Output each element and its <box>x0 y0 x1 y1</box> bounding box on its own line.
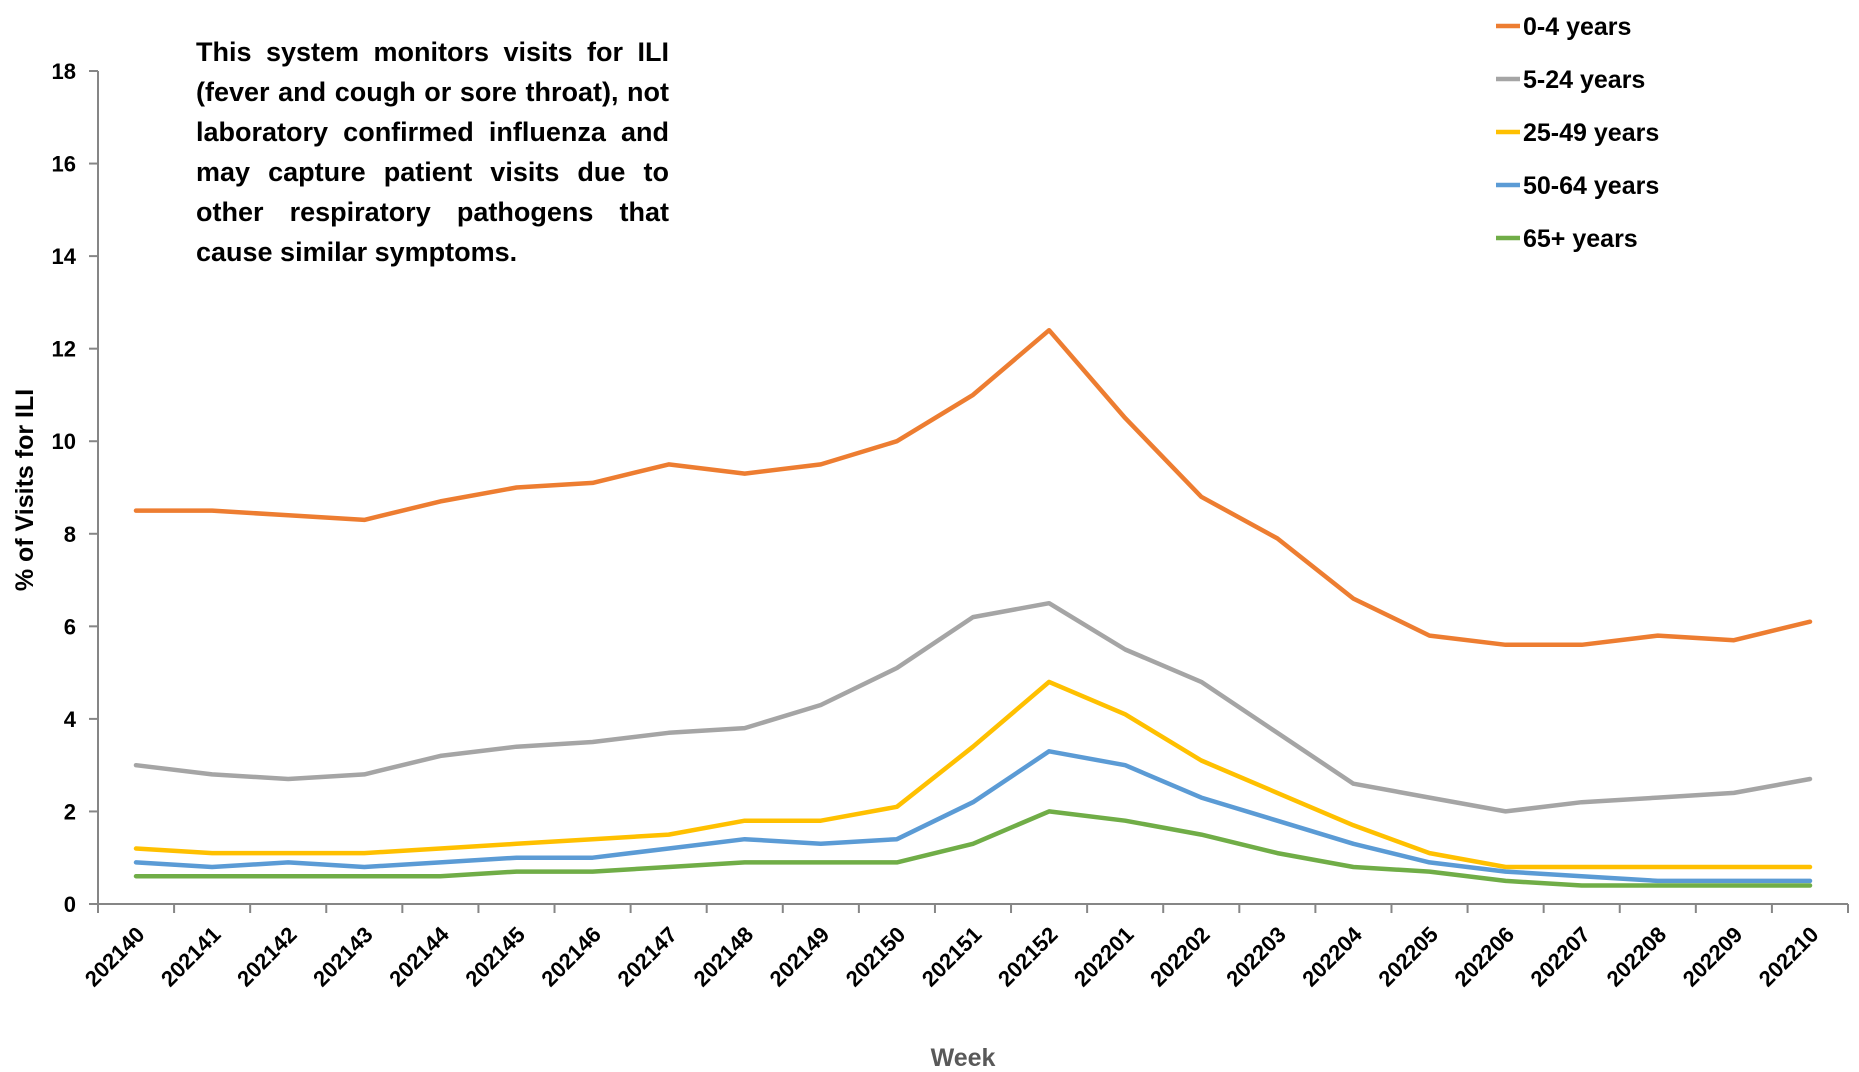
x-tick-label: 202142 <box>232 922 302 992</box>
x-tick-label: 202201 <box>1069 922 1139 992</box>
y-tick-label: 18 <box>52 59 76 84</box>
x-tick-label: 202208 <box>1602 922 1672 992</box>
x-tick-label: 202140 <box>80 922 150 992</box>
x-tick-label: 202209 <box>1678 922 1748 992</box>
x-ticks: 202140 202141 202142 202143 202144 202145 2021… <box>80 904 1849 992</box>
series-line-5-24-years <box>133 600 1813 814</box>
legend-label: 0-4 years <box>1523 13 1631 41</box>
y-tick-label: 16 <box>52 152 76 177</box>
x-tick-label: 202141 <box>156 922 226 992</box>
x-tick-label: 202146 <box>536 922 606 992</box>
x-tick-label: 202207 <box>1526 922 1596 992</box>
y-tick-label: 12 <box>52 337 76 362</box>
series-line-50-64-years <box>133 749 1813 884</box>
series-lines <box>133 327 1813 888</box>
y-tick-label: 10 <box>52 429 76 454</box>
x-tick-label: 202144 <box>384 921 454 991</box>
y-ticks: 0 2 4 6 8 10 12 14 16 18 <box>52 59 98 917</box>
x-tick-label: 202151 <box>917 922 987 992</box>
x-tick-label: 202143 <box>308 922 378 992</box>
y-tick-label: 14 <box>52 244 77 269</box>
legend-label: 25-49 years <box>1523 119 1659 147</box>
legend: 0-4 years 5-24 years 25-49 years 50-64 year… <box>1496 13 1659 253</box>
x-tick-label: 202145 <box>460 922 530 992</box>
legend-label: 50-64 years <box>1523 172 1659 200</box>
x-tick-label: 202149 <box>765 922 835 992</box>
y-axis-title: % of Visits for ILI <box>11 389 39 591</box>
x-tick-label: 202203 <box>1221 922 1291 992</box>
x-tick-label: 202202 <box>1145 922 1215 992</box>
x-tick-label: 202204 <box>1297 921 1367 991</box>
x-tick-label: 202206 <box>1449 922 1519 992</box>
series-line-25-49-years <box>133 679 1813 870</box>
x-tick-label: 202152 <box>993 922 1063 992</box>
x-tick-label: 202210 <box>1754 922 1824 992</box>
axes <box>97 71 1848 905</box>
series-line-0-4-years <box>133 327 1813 648</box>
x-tick-label: 202147 <box>612 922 682 992</box>
x-tick-label: 202205 <box>1373 922 1443 992</box>
y-tick-label: 4 <box>64 707 77 732</box>
chart-annotation: This system monitors visits for ILI (fev… <box>196 37 669 267</box>
y-tick-label: 8 <box>64 522 76 547</box>
y-tick-label: 6 <box>64 614 76 639</box>
x-tick-label: 202150 <box>841 922 911 992</box>
y-tick-label: 0 <box>64 892 76 917</box>
x-tick-label: 202148 <box>689 922 759 992</box>
legend-label: 5-24 years <box>1523 66 1645 94</box>
legend-label: 65+ years <box>1523 225 1638 253</box>
y-tick-label: 2 <box>64 799 76 824</box>
x-axis-title: Week <box>931 1044 996 1072</box>
series-line-65-years <box>133 809 1813 888</box>
